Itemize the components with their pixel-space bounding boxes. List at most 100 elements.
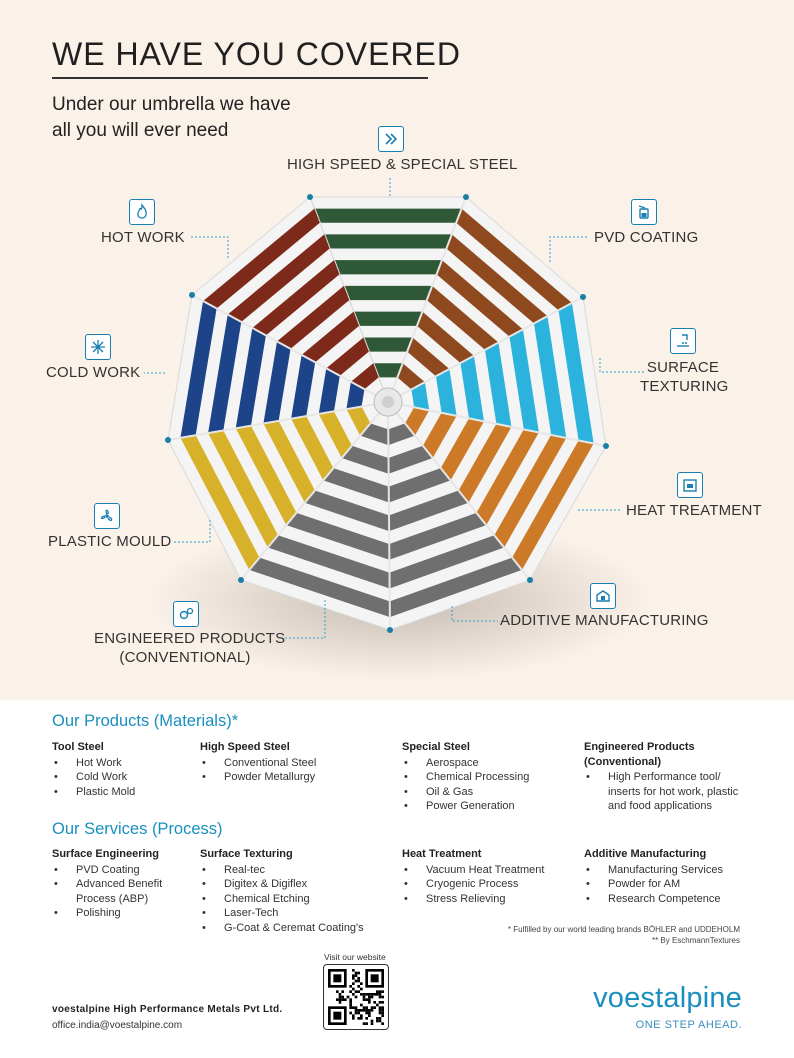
umbrella-stripe	[407, 337, 450, 377]
list-item: Oil & Gas	[402, 785, 577, 800]
umbrella-stripe	[558, 302, 594, 444]
title-underline	[52, 77, 428, 79]
list-item: G-Coat & Ceremat Coating's	[200, 921, 395, 936]
company-name: voestalpine High Performance Metals Pvt …	[52, 1004, 283, 1015]
products-title: Our Products (Materials)*	[52, 712, 239, 730]
umbrella-stripe	[334, 260, 442, 275]
label-engineered-products: ENGINEERED PRODUCTS (CONVENTIONAL)	[94, 629, 285, 667]
umbrella-stripe	[346, 406, 371, 436]
list-item: Aerospace	[402, 756, 577, 771]
list-item: Cold Work	[52, 770, 192, 785]
services-title: Our Services (Process)	[52, 820, 223, 838]
label-cold-work: COLD WORK	[46, 364, 141, 381]
item-list: Hot Work Cold Work Plastic Mold	[52, 756, 192, 800]
column-heading: Engineered Products (Conventional)	[584, 741, 695, 768]
item-list: Conventional Steel Powder Metallurgy	[200, 756, 390, 785]
rib-tip-dot	[165, 437, 171, 443]
footnote-eschmann: ** By EschmannTextures	[651, 936, 740, 945]
rib-tip-dot	[527, 577, 533, 583]
item-list: Vacuum Heat Treatment Cryogenic Process …	[402, 863, 577, 907]
texturing-icon	[670, 328, 696, 354]
umbrella-stripe	[346, 381, 365, 410]
label-surface: SURFACE	[646, 359, 720, 376]
list-item: Cryogenic Process	[402, 877, 577, 892]
list-item: Real-tec	[200, 863, 395, 878]
rib-tip-dot	[463, 194, 469, 200]
rib-tip-dot	[387, 627, 393, 633]
footnotes: * Fulfilled by our world leading brands …	[508, 924, 740, 946]
umbrella-stripe	[484, 342, 512, 427]
list-item: Powder Metallurgy	[200, 770, 390, 785]
rib-tip-dot	[307, 194, 313, 200]
column-heading: High Speed Steel	[200, 741, 290, 753]
column-heading: Tool Steel	[52, 741, 104, 753]
umbrella-stripe	[304, 490, 390, 532]
umbrella-stripe	[436, 260, 523, 337]
umbrella-stripe	[318, 368, 340, 414]
umbrella-rib	[240, 401, 389, 581]
label-conventional: (CONVENTIONAL)	[119, 649, 251, 666]
gears-icon	[173, 601, 199, 627]
fan-icon	[94, 503, 120, 529]
list-item: Chemical Processing	[402, 770, 577, 785]
umbrella-stripe	[353, 311, 423, 326]
umbrella-stripe	[235, 425, 297, 526]
label-pvd-coating: PVD COATING	[594, 229, 699, 246]
umbrella-stripe	[512, 440, 594, 570]
page-title: WE HAVE YOU COVERED	[52, 36, 461, 72]
page-subtitle: Under our umbrella we have all you will …	[52, 92, 352, 144]
umbrella-rib	[387, 296, 584, 403]
double-chevron-icon	[378, 126, 404, 152]
list-item: Polishing	[52, 906, 192, 921]
umbrella-stripe	[389, 557, 522, 618]
rib-tip-dot	[580, 294, 586, 300]
umbrella-stripe	[476, 429, 539, 526]
umbrella-stripe	[341, 445, 389, 474]
qr-code[interactable]	[323, 964, 389, 1030]
umbrella-stripe	[405, 407, 430, 436]
umbrella-rib	[167, 401, 389, 441]
brand-logo: voestalpine	[593, 982, 742, 1014]
umbrella-stripe	[426, 285, 499, 350]
umbrella-stripe	[301, 311, 360, 363]
company-email[interactable]: office.india@voestalpine.com	[52, 1020, 183, 1031]
umbrella-rib-tips	[165, 194, 609, 633]
umbrella-stripe	[440, 418, 485, 481]
umbrella-stripe	[446, 234, 548, 324]
item-list: Aerospace Chemical Processing Oil & Gas …	[402, 756, 577, 814]
rib-tip-dot	[238, 577, 244, 583]
visit-website-label: Visit our website	[324, 952, 386, 962]
item-list: High Performance tool/ inserts for hot w…	[584, 770, 754, 814]
umbrella-stripe	[277, 285, 350, 349]
umbrella-stripe	[350, 363, 379, 390]
umbrella-stripe	[416, 311, 474, 363]
umbrella-rib	[387, 401, 391, 631]
snowflake-icon	[85, 334, 111, 360]
list-item: Stress Relieving	[402, 892, 577, 907]
umbrella-stripe	[227, 234, 330, 322]
list-item: Vacuum Heat Treatment	[402, 863, 577, 878]
umbrella-stripe	[235, 327, 266, 429]
umbrella-rib	[387, 401, 531, 581]
products-column-high-speed-steel: High Speed Steel Conventional Steel Powd…	[200, 740, 390, 785]
label-additive-manufacturing: ADDITIVE MANUFACTURING	[500, 612, 709, 629]
services-column-surface-texturing: Surface Texturing Real-tec Digitex & Dig…	[200, 847, 395, 935]
umbrella-stripe	[208, 314, 242, 434]
umbrella-stripe	[389, 512, 487, 560]
label-surface-texturing: SURFACE TEXTURING	[640, 358, 728, 396]
label-hot-work: HOT WORK	[101, 229, 185, 246]
umbrella-stripe	[509, 329, 539, 433]
umbrella-stripe	[388, 490, 469, 532]
list-item: PVD Coating	[52, 863, 192, 878]
umbrella-stripe	[422, 412, 457, 459]
umbrella-rib	[387, 401, 607, 447]
list-item: High Performance tool/ inserts for hot w…	[584, 770, 754, 814]
umbrella-stripe	[460, 355, 485, 422]
umbrella-stripe	[389, 535, 505, 589]
3d-printer-icon	[590, 583, 616, 609]
label-connectors	[144, 176, 644, 639]
label-heat-treatment: HEAT TREATMENT	[626, 502, 762, 519]
qr-code-pattern	[328, 969, 384, 1025]
footnote-brands: * Fulfilled by our world leading brands …	[507, 925, 740, 934]
umbrella-stripe	[252, 260, 340, 336]
